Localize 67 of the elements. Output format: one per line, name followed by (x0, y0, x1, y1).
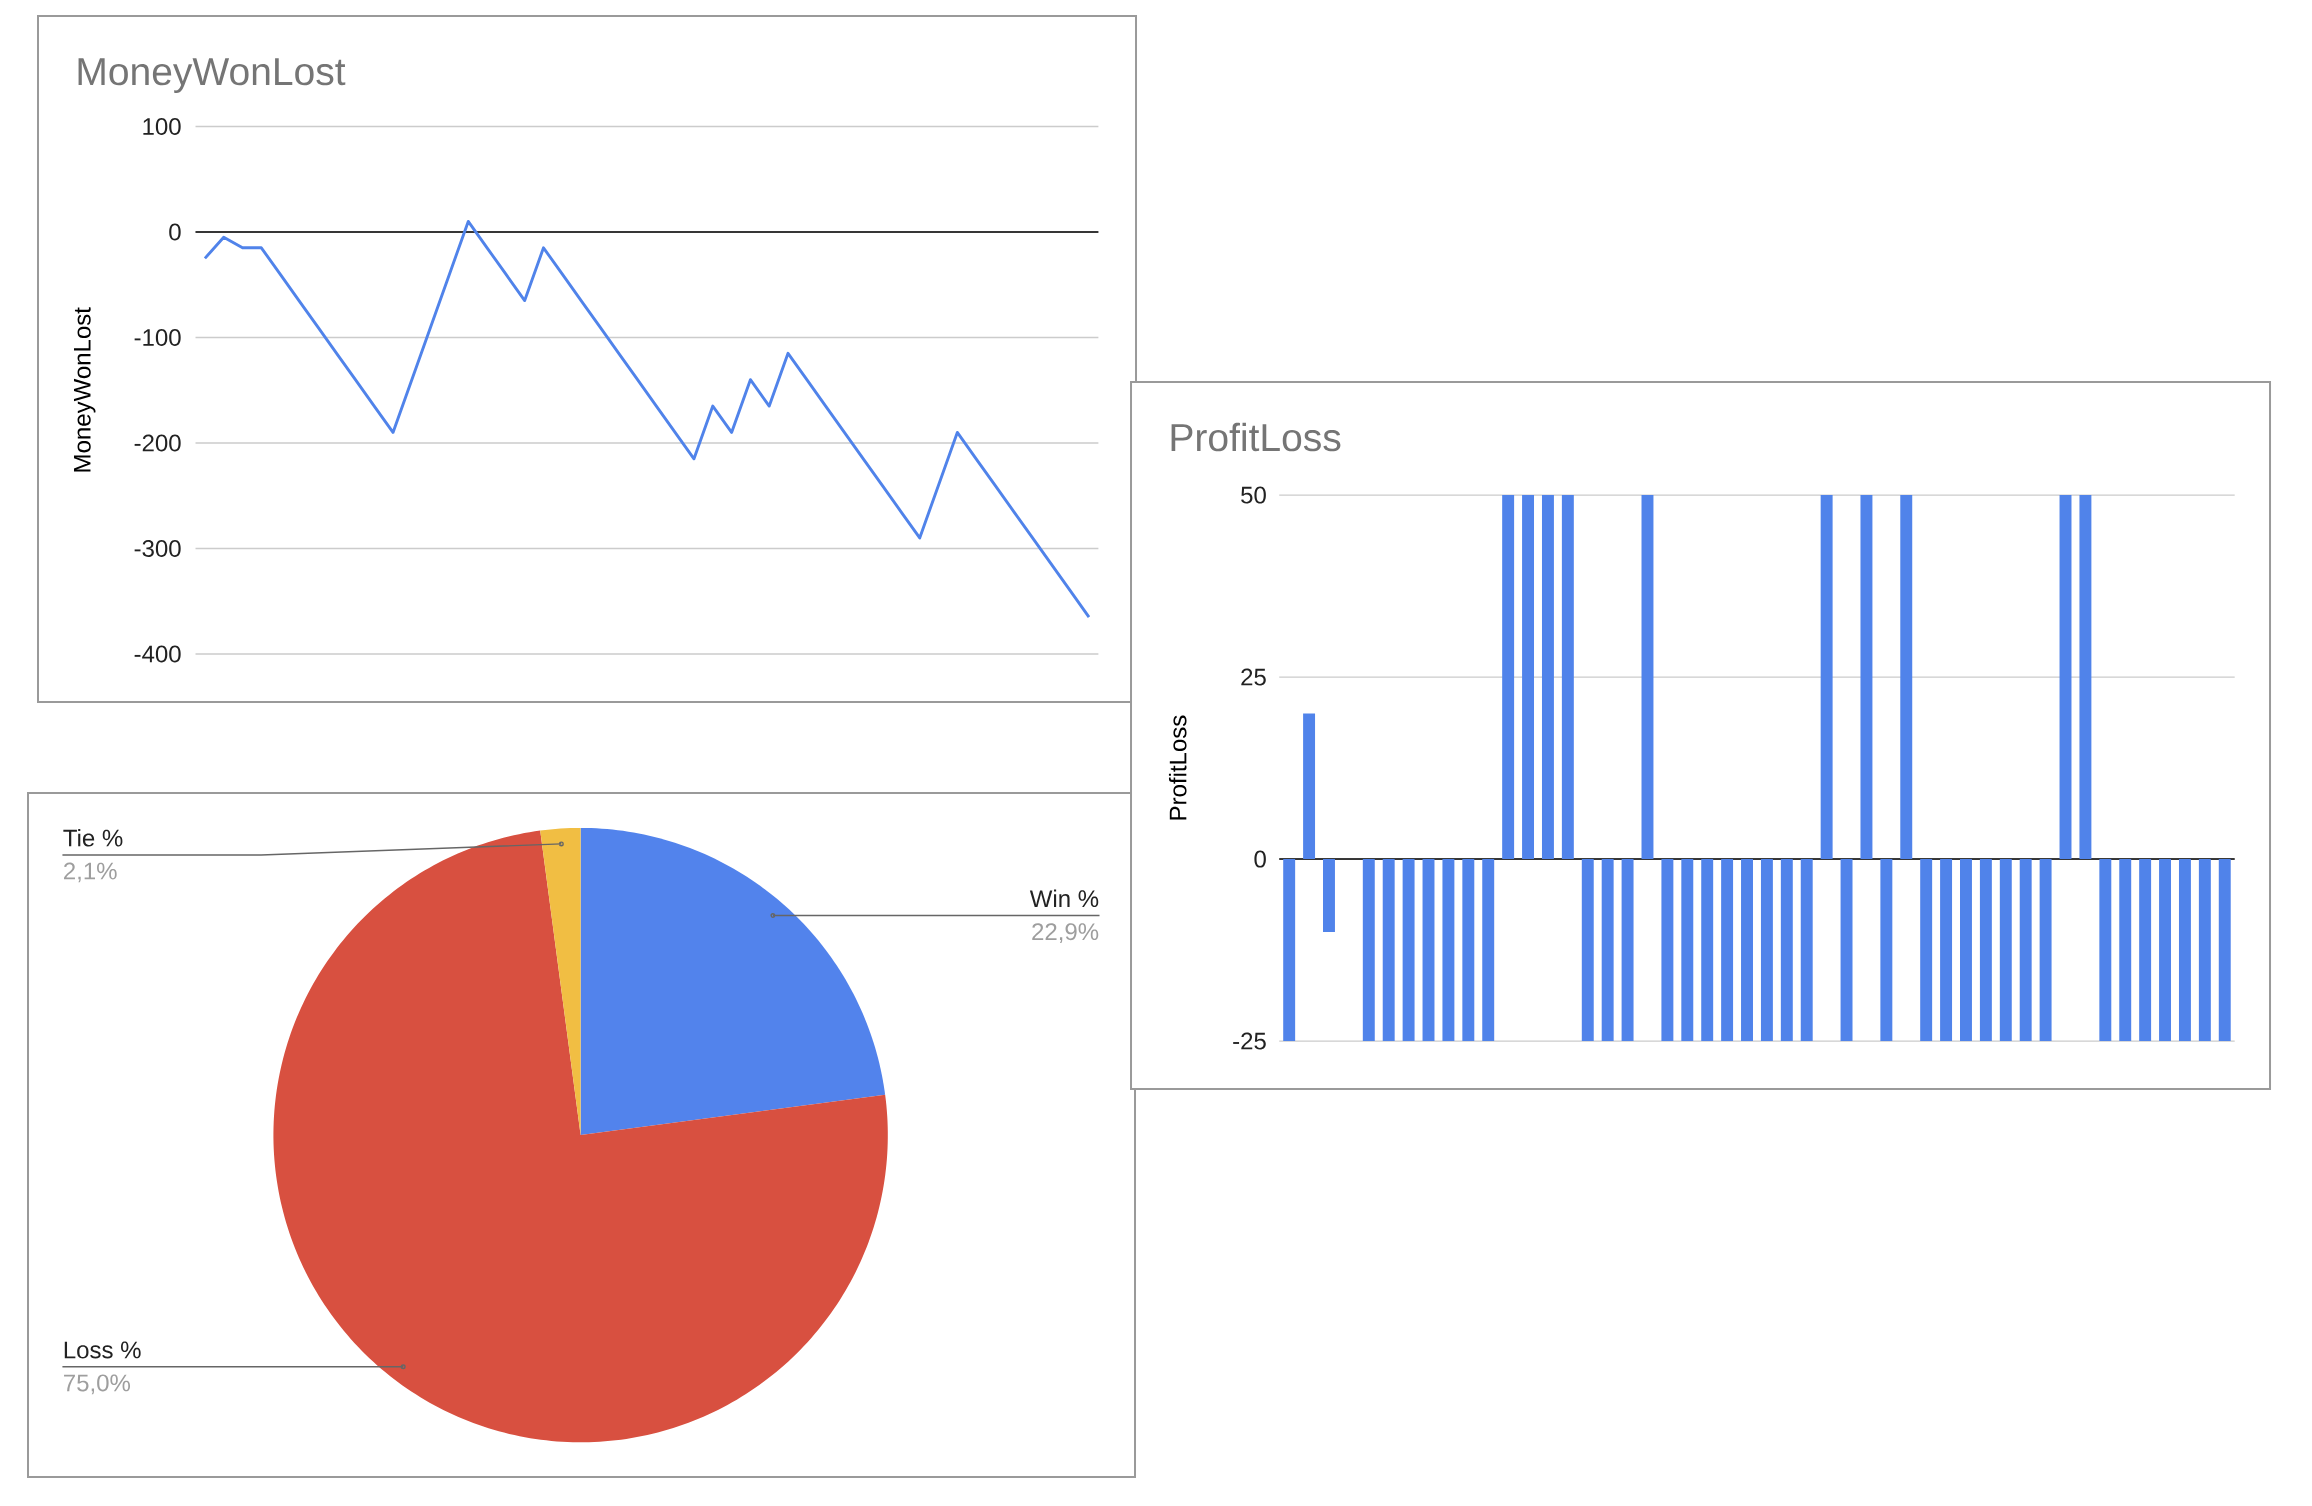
bar (1820, 495, 1833, 860)
bar (1940, 859, 1953, 1042)
bar (1900, 495, 1913, 860)
slice-label: Tie % (63, 828, 123, 847)
y-tick-label: -100 (134, 329, 181, 346)
y-tick-label: -400 (134, 645, 181, 663)
bar (1641, 495, 1654, 860)
bar (1760, 859, 1773, 1042)
y-axis-title: ProfitLoss (1168, 715, 1187, 820)
bar (1721, 859, 1734, 1042)
bar (2099, 859, 2112, 1042)
bar (2039, 859, 2052, 1042)
bar (1701, 859, 1714, 1042)
bar (2059, 495, 2072, 860)
bar (2119, 859, 2132, 1042)
bar (2218, 859, 2231, 1042)
y-tick-label: 0 (1254, 850, 1266, 868)
y-tick-label: 50 (1241, 486, 1266, 504)
bar (1840, 859, 1853, 1042)
bar (1860, 495, 1873, 860)
chart-title: ProfitLoss (1171, 422, 1341, 452)
bar (1661, 859, 1674, 1042)
chart-title: MoneyWonLost (78, 58, 346, 94)
y-tick-label: 100 (143, 118, 181, 135)
bar (1323, 859, 1335, 932)
slice-label: Loss % (64, 1341, 141, 1359)
bar (2178, 859, 2191, 1042)
y-tick-label: -300 (134, 540, 181, 557)
data-label: 75,0% (64, 1374, 131, 1395)
bar (1462, 859, 1475, 1042)
bar (2139, 859, 2152, 1042)
bar (1422, 859, 1435, 1042)
slice-label: Win % (1029, 889, 1099, 908)
bar (1442, 859, 1455, 1042)
bar (1303, 713, 1316, 860)
y-axis-title: MoneyWonLost (73, 307, 96, 472)
y-tick-label: 0 (169, 223, 181, 241)
bar (1581, 859, 1594, 1042)
bar (1979, 859, 1992, 1042)
bar (2198, 859, 2211, 1042)
data-label: 22,9% (1032, 923, 1099, 943)
bar (1621, 859, 1634, 1042)
data-label: 2,1% (64, 862, 117, 883)
bar (2019, 859, 2032, 1042)
bar (1382, 859, 1395, 1042)
bar (1561, 495, 1574, 860)
bar (1681, 859, 1694, 1042)
bar (1402, 859, 1415, 1042)
bar (1362, 859, 1375, 1042)
y-tick-label: -200 (134, 434, 181, 452)
bar (1920, 859, 1933, 1042)
bar (1601, 859, 1614, 1042)
bar (2079, 495, 2092, 860)
bar (1960, 859, 1972, 1042)
bar (1522, 495, 1535, 860)
bar (1541, 495, 1554, 860)
bar (1283, 859, 1296, 1042)
y-tick-label: -25 (1233, 1032, 1266, 1050)
bar (1502, 495, 1515, 860)
bar (1800, 859, 1813, 1042)
bar (1880, 859, 1893, 1042)
bar (1741, 859, 1753, 1042)
bar (1999, 859, 2012, 1042)
bar (1482, 859, 1495, 1042)
bar (2159, 859, 2172, 1042)
bar (1780, 859, 1793, 1042)
y-tick-label: 25 (1241, 668, 1266, 686)
